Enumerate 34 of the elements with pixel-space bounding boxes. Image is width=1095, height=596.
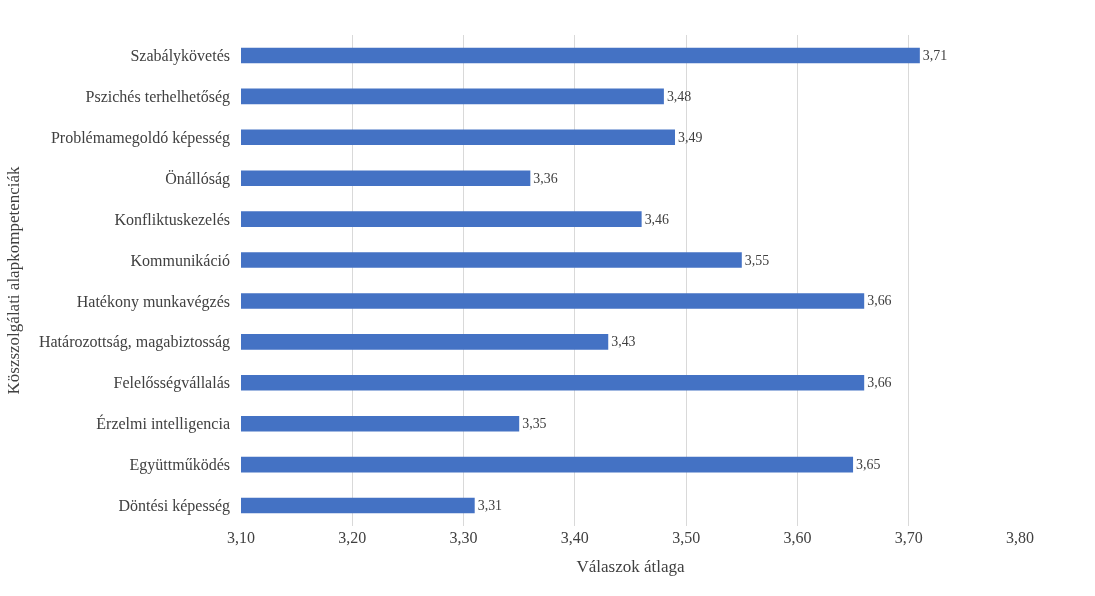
data-label: 3,35 xyxy=(522,416,547,432)
x-axis-title: Válaszok átlaga xyxy=(576,557,685,577)
data-label: 3,36 xyxy=(533,170,558,186)
data-label: 3,49 xyxy=(678,129,703,145)
data-label: 3,55 xyxy=(744,252,770,268)
x-tick-label: 3,30 xyxy=(449,529,478,546)
x-tick-label: 3,50 xyxy=(672,529,701,546)
x-tick-label: 3,70 xyxy=(894,529,923,546)
x-tick-label: 3,80 xyxy=(1006,529,1034,546)
x-tick-label: 3,10 xyxy=(227,529,255,546)
x-tick-label: 3,20 xyxy=(338,529,367,546)
y-tick-label: Érzelmi intelligencia xyxy=(96,414,230,434)
y-tick-label: Önállóság xyxy=(165,169,230,188)
data-label: 3,48 xyxy=(666,88,692,104)
data-label: 3,66 xyxy=(867,375,892,391)
x-tick-label: 3,60 xyxy=(783,529,812,546)
y-tick-label: Hatékony munkavégzés xyxy=(76,292,230,311)
data-label: 3,43 xyxy=(611,334,636,350)
x-tick-label: 3,40 xyxy=(560,529,589,546)
y-tick-label: Szabálykövetés xyxy=(130,47,230,66)
y-tick-label: Konfliktuskezelés xyxy=(114,210,230,228)
y-tick-label: Döntési képesség xyxy=(118,497,230,516)
y-tick-label: Felelősségvállalás xyxy=(113,374,230,393)
y-tick-label: Problémamegoldó képesség xyxy=(50,128,230,147)
data-label: 3,65 xyxy=(856,457,881,473)
y-tick-label: Kommunikáció xyxy=(130,251,230,269)
y-tick-label: Pszichés terhelhetőség xyxy=(85,87,230,106)
y-tick-label: Együttműködés xyxy=(129,456,230,475)
data-label: 3,31 xyxy=(477,498,503,514)
data-label: 3,66 xyxy=(867,293,892,309)
data-label: 3,71 xyxy=(922,47,948,63)
y-axis-title: Köszszolgálati alapkompetenciák xyxy=(3,166,23,395)
data-label: 3,46 xyxy=(644,211,670,227)
y-tick-label: Határozottság, magabiztosság xyxy=(38,333,230,352)
